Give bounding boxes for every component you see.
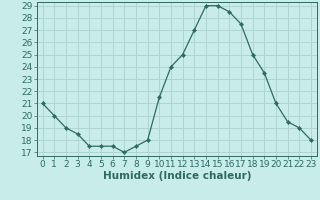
X-axis label: Humidex (Indice chaleur): Humidex (Indice chaleur) — [102, 171, 251, 181]
